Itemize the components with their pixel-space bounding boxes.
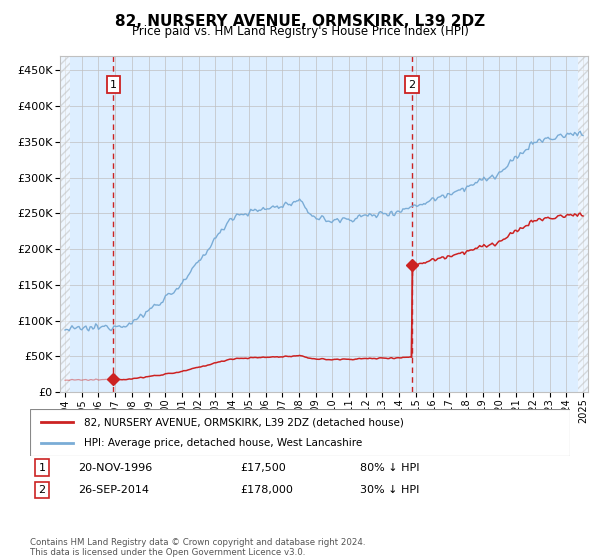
- Text: Contains HM Land Registry data © Crown copyright and database right 2024.
This d: Contains HM Land Registry data © Crown c…: [30, 538, 365, 557]
- FancyBboxPatch shape: [30, 409, 570, 456]
- Text: 80% ↓ HPI: 80% ↓ HPI: [360, 463, 419, 473]
- Text: Price paid vs. HM Land Registry's House Price Index (HPI): Price paid vs. HM Land Registry's House …: [131, 25, 469, 38]
- Text: £17,500: £17,500: [240, 463, 286, 473]
- Text: 82, NURSERY AVENUE, ORMSKIRK, L39 2DZ: 82, NURSERY AVENUE, ORMSKIRK, L39 2DZ: [115, 14, 485, 29]
- Text: 30% ↓ HPI: 30% ↓ HPI: [360, 485, 419, 495]
- Text: 20-NOV-1996: 20-NOV-1996: [78, 463, 152, 473]
- Text: 26-SEP-2014: 26-SEP-2014: [78, 485, 149, 495]
- Bar: [60, 56, 70, 392]
- Text: 2: 2: [38, 485, 46, 495]
- Text: 82, NURSERY AVENUE, ORMSKIRK, L39 2DZ (detached house): 82, NURSERY AVENUE, ORMSKIRK, L39 2DZ (d…: [84, 417, 404, 427]
- Bar: [578, 56, 588, 392]
- Text: 1: 1: [110, 80, 117, 90]
- Text: 2: 2: [408, 80, 415, 90]
- Text: HPI: Average price, detached house, West Lancashire: HPI: Average price, detached house, West…: [84, 438, 362, 448]
- Text: £178,000: £178,000: [240, 485, 293, 495]
- Text: 1: 1: [38, 463, 46, 473]
